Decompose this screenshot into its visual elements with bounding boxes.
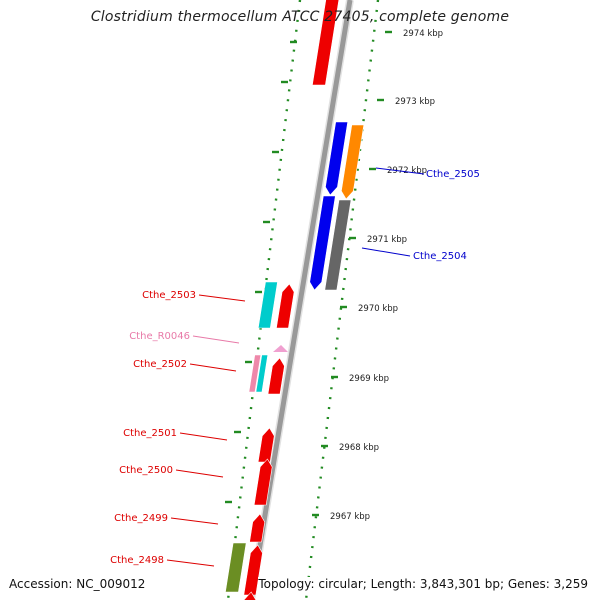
gene-cthe-2502-pink — [248, 354, 262, 393]
gene-label[interactable]: Cthe_2503 — [142, 290, 196, 301]
gene-leader-line — [198, 294, 246, 302]
gene-leader-line — [166, 559, 215, 567]
gene-leader-line — [175, 469, 224, 478]
tick-label: 2968 kbp — [339, 443, 379, 453]
gene-label[interactable]: Cthe_2499 — [114, 513, 168, 524]
topology-text: Topology: circular; Length: 3,843,301 bp… — [258, 577, 588, 591]
gene-cthe-2501-arrow — [257, 427, 275, 463]
gene-cthe-2499-arrow — [249, 513, 266, 543]
tick-label: 2967 kbp — [330, 512, 370, 522]
gene-cthe-2504-arrow — [309, 195, 336, 291]
accession-text: Accession: NC_009012 — [9, 577, 146, 591]
gene-cthe-2502-cyan — [255, 354, 269, 393]
inner-dotted-track — [226, 0, 302, 600]
gene-cthe-2500-arrow — [253, 458, 273, 506]
gene-cthe-2504-gray — [324, 199, 352, 291]
gene-label[interactable]: Cthe_2498 — [110, 555, 164, 566]
gene-cthe-2503-arrow — [276, 283, 295, 329]
gene-red-bottom — [241, 591, 257, 600]
tick-label: 2974 kbp — [403, 29, 443, 39]
gene-leader-line — [361, 247, 411, 257]
outer-dotted-track — [304, 0, 380, 600]
tick-label: 2971 kbp — [367, 235, 407, 245]
gene-cthe-2505-arrow — [325, 121, 349, 196]
gene-leader-line — [375, 167, 425, 175]
gene-leader-line — [179, 432, 228, 441]
gene-cthe-2498-green — [225, 542, 247, 593]
forward-gene-red-top — [312, 0, 340, 86]
gene-label[interactable]: Cthe_2505 — [426, 169, 480, 180]
gene-leader-line — [192, 335, 240, 344]
gene-cthe-r0046-rna — [273, 345, 288, 352]
gene-label[interactable]: Cthe_2504 — [413, 251, 467, 262]
gene-cthe-2505-orange — [341, 124, 365, 200]
gene-label[interactable]: Cthe_2501 — [123, 428, 177, 439]
tick-label: 2972 kbp — [387, 166, 427, 176]
map-title: Clostridium thermocellum ATCC 27405, com… — [90, 9, 510, 25]
gene-leader-line — [189, 363, 237, 372]
gene-label[interactable]: Cthe_R0046 — [129, 331, 190, 342]
genome-backbone — [248, 0, 353, 600]
gene-label[interactable]: Cthe_2502 — [133, 359, 187, 370]
tick-label: 2969 kbp — [349, 374, 389, 384]
tick-label: 2970 kbp — [358, 304, 398, 314]
tick-label: 2973 kbp — [395, 97, 435, 107]
gene-cthe-2503-cyan — [257, 281, 278, 329]
gene-label[interactable]: Cthe_2500 — [119, 465, 173, 476]
gene-cthe-2502-arrow — [267, 357, 285, 395]
gene-leader-line — [170, 517, 219, 525]
